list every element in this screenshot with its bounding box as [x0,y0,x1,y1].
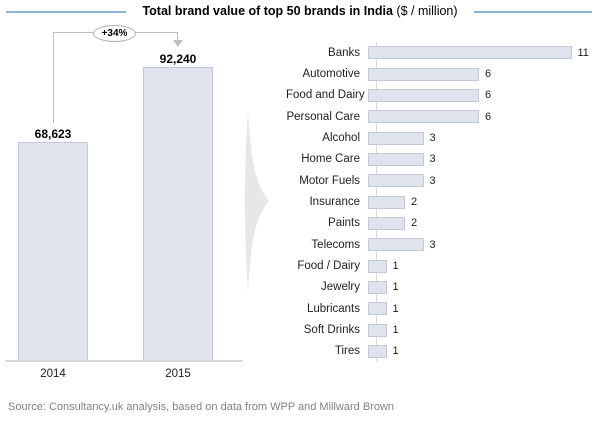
page-title-main: Total brand value of top 50 brands in In… [142,4,393,18]
bar-2015 [143,67,213,361]
category-bar [368,259,387,273]
category-bar [368,174,424,188]
transition-arrow-icon [245,110,269,292]
category-value-label: 1 [392,281,399,294]
category-label: Food and Dairy [286,89,365,102]
category-label: Soft Drinks [303,324,360,337]
category-bar [368,152,424,166]
category-value-label: 1 [392,345,399,358]
category-row: Soft Drinks 1 [286,319,598,340]
category-label: Telecoms [311,238,360,251]
title-divider-left-line [6,11,126,13]
category-row: Food and Dairy 6 [286,85,598,106]
connector-line-vertical-right [177,32,178,41]
connector-arrowhead-icon [172,40,183,47]
x-axis-line [5,360,243,362]
category-bar [368,216,405,230]
category-row: Jewelry 1 [286,277,598,298]
bar-value-label-2015: 92,240 [159,52,197,66]
category-row: Lubricants 1 [286,298,598,319]
category-label: Alcohol [322,132,360,145]
category-row: Alcohol 3 [286,127,598,148]
category-row: Personal Care 6 [286,106,598,127]
category-value-label: 3 [429,174,436,187]
category-label: Jewelry [321,281,360,294]
category-rows: Banks 11 Automotive 6 Food and Dairy 6 Persona… [286,42,598,362]
category-bar [368,131,424,145]
category-bar [368,238,424,252]
bar-2014 [18,142,88,361]
source-note: Source: Consultancy.uk analysis, based o… [8,401,394,413]
category-label: Food / Dairy [297,260,360,273]
category-value-label: 2 [411,217,418,230]
bar-value-label-2014: 68,623 [34,127,72,141]
category-value-label: 1 [392,324,399,337]
category-label: Insurance [309,196,360,209]
category-value-label: 3 [429,132,436,145]
title-divider-right-line [474,11,592,13]
category-value-label: 3 [429,153,436,166]
category-value-label: 2 [411,196,418,209]
growth-percent-badge: +34% [93,25,136,42]
category-row: Food / Dairy 1 [286,255,598,276]
category-label: Personal Care [286,110,360,123]
category-label: Tires [334,345,360,358]
category-bar [368,88,479,102]
category-row: Home Care 3 [286,149,598,170]
category-row: Automotive 6 [286,63,598,84]
category-row: Tires 1 [286,341,598,362]
category-row: Telecoms 3 [286,234,598,255]
category-value-label: 1 [392,302,399,315]
category-bar [368,344,387,358]
x-tick-2015: 2015 [165,368,191,380]
page-title: Total brand value of top 50 brands in In… [0,4,600,18]
category-row: Paints 2 [286,213,598,234]
category-bar [368,110,479,124]
category-value-label: 6 [485,89,492,102]
category-value-label: 6 [485,110,492,123]
category-label: Automotive [302,68,360,81]
category-bar [368,67,479,81]
right-chart: Banks 11 Automotive 6 Food and Dairy 6 Persona… [286,42,598,363]
category-label: Banks [328,46,360,59]
connector-line-vertical-left [53,32,54,123]
category-value-label: 1 [392,260,399,273]
category-bar [368,280,387,294]
category-label: Lubricants [306,302,360,315]
category-value-label: 11 [577,46,589,59]
category-bar [368,302,387,316]
category-bar [368,195,405,209]
category-row: Banks 11 [286,42,598,63]
category-label: Motor Fuels [299,174,360,187]
x-tick-2014: 2014 [40,368,66,380]
category-row: Insurance 2 [286,191,598,212]
category-label: Paints [328,217,360,230]
category-value-label: 3 [429,238,436,251]
category-row: Motor Fuels 3 [286,170,598,191]
category-bar [368,46,572,60]
category-bar [368,323,387,337]
category-label: Home Care [301,153,360,166]
category-value-label: 6 [485,68,492,81]
page-title-suffix: ($ / million) [392,4,458,18]
